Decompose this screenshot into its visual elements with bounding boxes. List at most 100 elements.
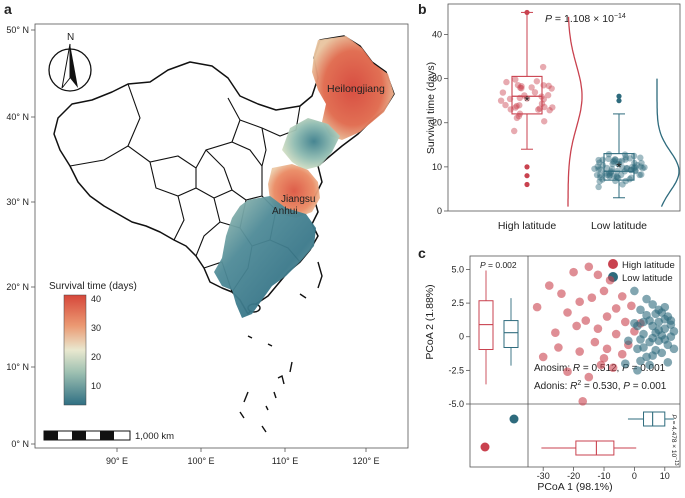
y-tick-label: 20 [432,118,442,128]
point-high-latitude [523,95,531,102]
point-low-latitude [617,171,625,179]
point-low-latitude [669,327,679,336]
point-high-latitude [521,92,528,99]
point-low-latitude [634,161,641,169]
point-low-latitude [648,351,657,360]
point-low-latitude [595,166,602,173]
point-high-latitude [554,343,563,352]
point-low-latitude [636,356,645,366]
point-low-latitude [622,154,630,161]
legend-label-low: Low latitude [622,273,673,284]
point-low-latitude [595,156,602,164]
mean-marker: * [524,93,530,109]
y-tick-label: 30 [432,74,442,84]
point-high-latitude [627,301,636,311]
scale-bar-label: 1,000 km [135,431,174,442]
point-high-latitude [548,85,555,92]
panel-c-legend: High latitude Low latitude [608,259,675,284]
point-high-latitude [515,113,523,120]
panel-c-bottom-pvalue: P = 4.478 × 10−13 [670,414,679,465]
point-high-latitude [518,83,525,90]
point-low-latitude [613,173,621,181]
panel-b-frame [447,3,681,212]
point-high-latitude [602,344,612,354]
point-low-latitude [610,158,617,165]
point-high-latitude [617,349,627,359]
place-label-anhui: Anhui [272,206,298,217]
map-lat-axis: 50° N 40° N 30° N 20° N 10° N 0° N [6,25,35,449]
point-high-latitude [551,328,560,337]
pcoa-panel: PCoA 2 (1.88%) PCoA 1 (98.1%) P = 0.002 … [424,255,681,493]
corner-marker-high [480,442,490,452]
point-low-latitude [638,159,645,167]
point-low-latitude [591,165,598,172]
y-tick-label: 10 [432,162,442,172]
legend-label-high: High latitude [622,260,675,271]
scale-bar: 1,000 km [43,430,174,442]
legend-tick-label: 10 [91,381,101,391]
point-high-latitude [596,360,606,370]
point-low-latitude [633,366,642,375]
point-low-latitude [624,336,633,346]
x-tick-label: -30 [537,471,550,481]
point-low-latitude [609,160,616,168]
point-low-latitude [615,160,622,168]
point-high-latitude [575,347,584,356]
point-high-latitude [587,293,597,303]
point-low-latitude [626,176,633,183]
point-low-latitude [642,294,651,304]
point-low-latitude [623,165,630,172]
point-low-latitude [622,177,629,185]
point-high-latitude [578,397,588,406]
point-low-latitude [606,173,613,180]
point-low-latitude [620,359,630,368]
point-low-latitude [645,360,654,370]
point-low-latitude [630,286,639,296]
outlier [524,164,530,170]
point-high-latitude [611,329,621,339]
point-high-latitude [590,337,600,347]
point-low-latitude [599,156,606,164]
point-high-latitude [536,105,543,112]
lon-tick-label: 110° E [272,456,298,466]
point-high-latitude [518,85,525,92]
point-low-latitude [660,335,670,344]
legend-tick-label: 30 [91,323,101,333]
point-low-latitude [615,160,622,168]
point-high-latitude [563,367,572,377]
legend-colorbar [63,294,87,406]
point-high-latitude [608,363,618,372]
point-low-latitude [608,165,616,173]
mean-marker: * [616,159,622,175]
legend-tick-label: 40 [91,294,101,304]
point-low-latitude [636,171,643,179]
point-low-latitude [605,150,613,158]
legend-tick-label: 20 [91,352,101,362]
lon-tick-label: 90° E [106,456,128,466]
point-low-latitude [622,156,629,163]
corner-marker-low [509,414,519,424]
marginal-box [643,411,666,427]
marginal-box [575,440,615,456]
point-high-latitude [538,352,548,362]
point-low-latitude [619,164,626,171]
point-low-latitude [637,163,644,170]
lat-tick-label: 40° N [6,112,29,122]
point-low-latitude [593,171,601,179]
point-high-latitude [605,275,615,285]
point-low-latitude [597,174,604,181]
point-high-latitude [599,353,609,363]
north-arrow: N [48,32,92,92]
y-tick-label: 40 [432,29,442,39]
map-panel: 50° N 40° N 30° N 20° N 10° N 0° N 90° E… [6,23,409,466]
x-tick-label: -20 [567,471,580,481]
point-high-latitude [533,78,541,85]
point-low-latitude [637,154,644,161]
point-low-latitude [604,171,611,179]
panel-c-ylabel: PCoA 2 (1.88%) [424,284,436,359]
point-low-latitude [605,155,612,163]
point-high-latitude [575,297,584,307]
point-low-latitude [623,164,631,172]
point-high-latitude [593,324,603,333]
point-low-latitude [636,335,645,344]
